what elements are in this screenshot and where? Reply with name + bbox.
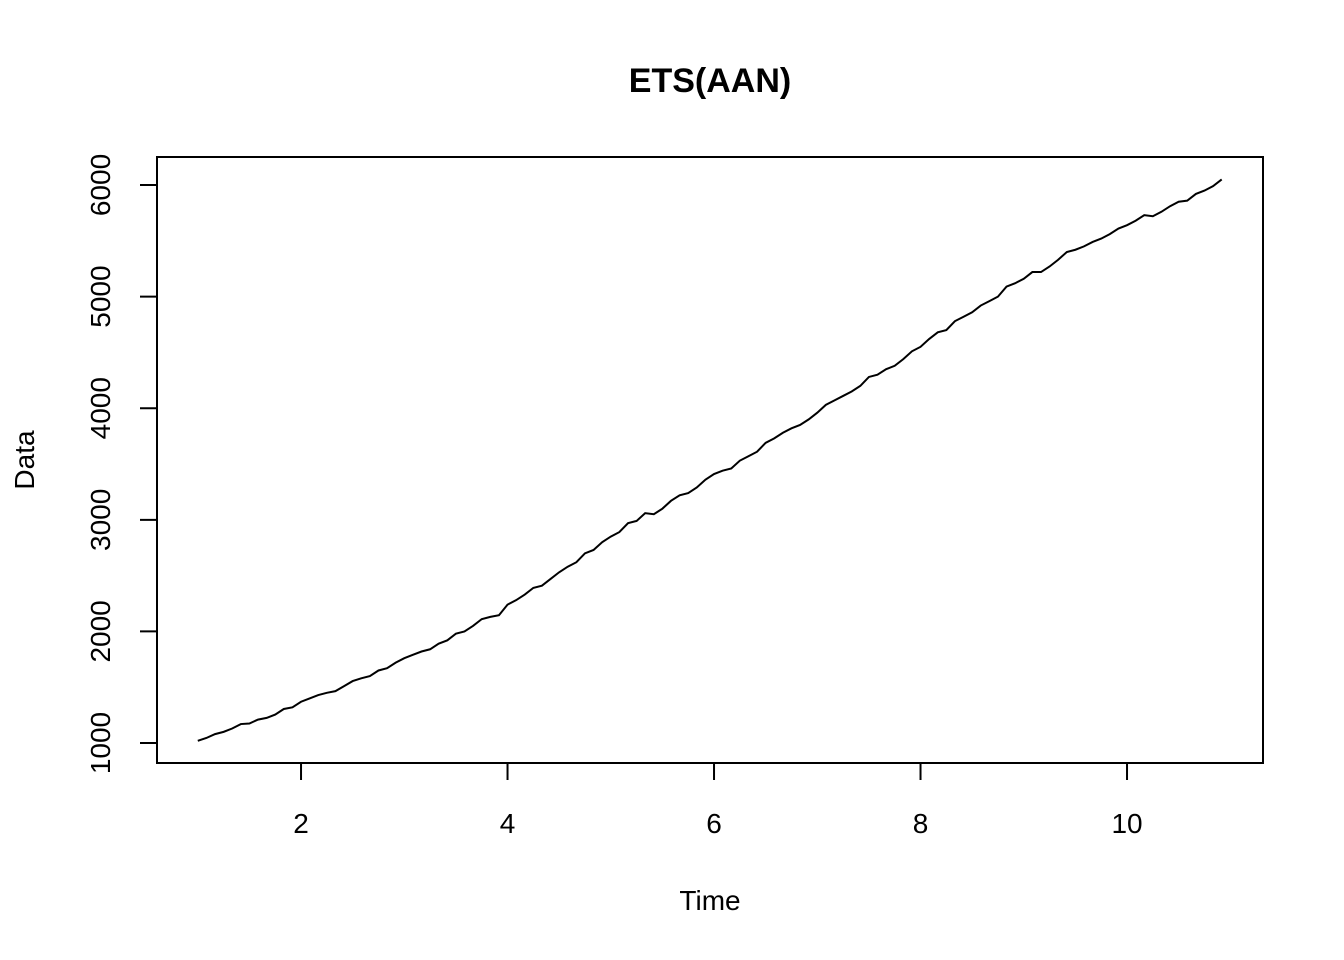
- x-tick-label: 10: [1111, 808, 1142, 839]
- x-axis-label: Time: [679, 885, 740, 916]
- x-tick-label: 2: [293, 808, 309, 839]
- plot-frame: [156, 156, 1264, 764]
- x-tick-label: 6: [706, 808, 722, 839]
- y-tick-label: 3000: [85, 489, 116, 551]
- y-tick-label: 6000: [85, 154, 116, 216]
- y-tick-label: 4000: [85, 377, 116, 439]
- x-tick-label: 4: [500, 808, 516, 839]
- y-axis-label: Data: [9, 430, 40, 490]
- y-tick-label: 1000: [85, 712, 116, 774]
- y-tick-label: 5000: [85, 265, 116, 327]
- y-tick-label: 2000: [85, 600, 116, 662]
- data-line: [197, 178, 1223, 742]
- chart-title: ETS(AAN): [629, 62, 791, 100]
- x-tick-label: 8: [913, 808, 929, 839]
